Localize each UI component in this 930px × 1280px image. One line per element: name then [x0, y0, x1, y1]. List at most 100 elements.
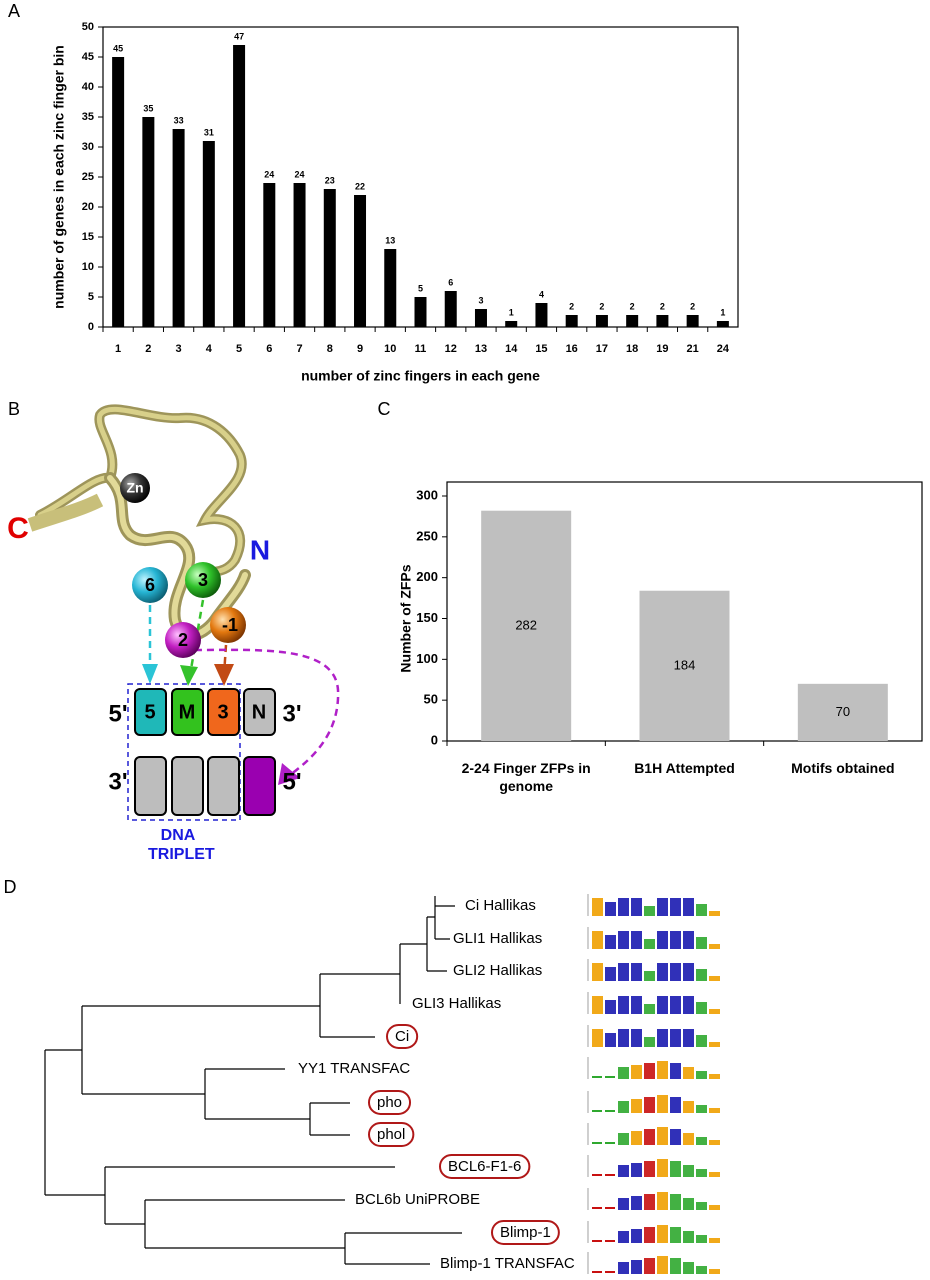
logo-letter	[657, 1256, 668, 1274]
residue-label: -1	[222, 615, 238, 635]
leaf-highlight	[439, 1153, 531, 1179]
y-tick-label: 50	[424, 692, 438, 707]
logo-letter	[592, 963, 603, 981]
value-label: 24	[295, 169, 305, 179]
y-tick-label: 15	[82, 231, 94, 243]
logo-letter	[670, 1227, 681, 1243]
panel-label: A	[8, 1, 20, 21]
logo-letter	[644, 1227, 655, 1243]
leaf-label: YY1 TRANSFAC	[298, 1060, 410, 1077]
x-tick-label: 14	[505, 343, 518, 355]
base-label: M	[179, 701, 196, 723]
value-label: 6	[448, 277, 453, 287]
bar	[142, 117, 155, 327]
leaf-label: pho	[377, 1094, 402, 1111]
logo-letter	[696, 1105, 707, 1113]
logo-letter	[644, 939, 655, 949]
logo-letter	[709, 1009, 720, 1014]
logo-letter	[683, 1231, 694, 1243]
logo-letter	[605, 1076, 615, 1078]
logo-letter	[644, 1258, 655, 1274]
logo-letter	[683, 1165, 694, 1177]
value-label: 24	[264, 169, 274, 179]
arrow-head	[278, 763, 300, 785]
base-label: N	[252, 701, 266, 723]
base	[171, 756, 204, 816]
logo-letter	[670, 931, 681, 949]
logo-letter	[605, 1271, 615, 1273]
y-tick-label: 20	[82, 201, 94, 213]
logo-letter	[670, 963, 681, 981]
residue-label: 6	[145, 575, 155, 595]
x-tick-label: 18	[626, 343, 638, 355]
logo-letter	[618, 1133, 629, 1145]
panel-label: D	[4, 877, 17, 897]
x-tick-label-box: Motifs obtained	[791, 760, 895, 776]
logo-letter	[683, 898, 694, 916]
leaf-highlight	[491, 1219, 560, 1245]
triplet-box	[127, 683, 241, 821]
logo-letter	[709, 1172, 720, 1177]
y-tick-label: 100	[416, 651, 438, 666]
logo-letter	[631, 963, 642, 981]
base	[207, 688, 240, 736]
logo-letter	[709, 976, 720, 981]
triplet-label: DNA TRIPLET	[148, 827, 215, 863]
y-axis-label: number of genes in each zinc finger bin	[51, 45, 67, 309]
c-terminus: C	[7, 512, 29, 545]
leaf-highlight	[386, 1023, 419, 1049]
logo-letter	[683, 1133, 694, 1145]
logo-letter	[605, 1000, 616, 1014]
y-axis-label: Number of ZFPs	[398, 564, 414, 672]
logo-letter	[644, 1129, 655, 1145]
x-tick-label: Motifs obtained	[791, 760, 895, 776]
bar	[797, 683, 888, 741]
leaf-label: phol	[377, 1126, 405, 1143]
y-tick-label: 30	[82, 141, 94, 153]
y-tick-label: 0	[431, 732, 438, 747]
logo-letter	[631, 1163, 642, 1177]
logo-letter	[657, 1095, 668, 1113]
n-terminus: N	[250, 534, 270, 565]
logo-letter	[657, 1225, 668, 1243]
logo-letter	[631, 1029, 642, 1047]
logo-letter	[657, 963, 668, 981]
x-tick-label: 21	[687, 343, 699, 355]
zinc-finger-diagram: Zn C N 6 3 2 -1 5 M 3 N 5' 3' 3' 5'	[7, 404, 340, 863]
residue-sphere	[210, 607, 246, 643]
leaf-label: Blimp-1	[500, 1224, 551, 1241]
logo-letter	[696, 904, 707, 916]
logo-letter	[631, 1131, 642, 1145]
contact-arrow	[194, 648, 340, 776]
logo-letter	[618, 1101, 629, 1113]
residue-label: 2	[178, 630, 188, 650]
residue-label: 3	[198, 570, 208, 590]
bar	[233, 45, 246, 327]
logo-letter	[618, 1067, 629, 1079]
zinc-label: Zn	[126, 480, 143, 496]
panel-label: C	[378, 399, 391, 419]
logo-letter	[618, 1262, 629, 1274]
logo-letter	[696, 1137, 707, 1145]
bar	[505, 321, 518, 327]
value-label: 13	[385, 235, 395, 245]
logo-letter	[670, 1258, 681, 1274]
base	[207, 756, 240, 816]
bar	[414, 297, 427, 327]
bar	[639, 590, 730, 741]
bar	[172, 129, 185, 327]
x-tick-label: 1	[115, 343, 121, 355]
value-label: 22	[355, 181, 365, 191]
leaf-highlight	[368, 1089, 412, 1115]
logo-letter	[683, 1067, 694, 1079]
logo-letter	[670, 1161, 681, 1177]
value-label: 23	[325, 175, 335, 185]
x-tick-label: 7	[296, 343, 302, 355]
logo-letter	[618, 1029, 629, 1047]
logo-letter	[709, 1269, 720, 1274]
bar	[565, 315, 578, 327]
tree-branches	[44, 896, 462, 1265]
logo-letter	[683, 931, 694, 949]
bar	[293, 183, 306, 327]
